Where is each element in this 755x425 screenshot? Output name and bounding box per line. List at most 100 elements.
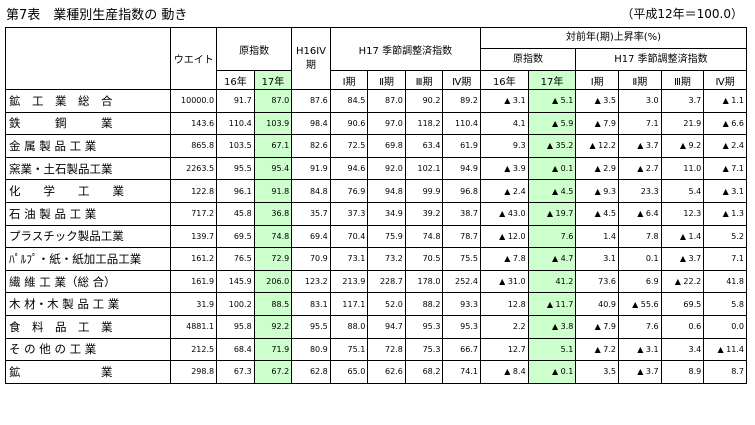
cell-h16iv: 80.9 [291, 337, 331, 362]
industry-name: 鉄 鋼 業 [4, 111, 172, 136]
cell-q2: 94.8 [367, 179, 406, 203]
cell-rq1: ▲ 7.2 [575, 337, 619, 362]
cell-y17: 88.5 [253, 292, 293, 316]
cell-r16: 12.8 [479, 292, 529, 316]
cell-q1: 117.1 [329, 292, 369, 316]
cell-rq2: 3.0 [617, 89, 662, 113]
cell-q4: 96.8 [442, 179, 481, 203]
cell-rq3: ▲ 9.2 [660, 134, 705, 158]
cell-rq1: 3.1 [575, 247, 619, 271]
cell-y17: 74.8 [253, 224, 293, 249]
header-weight: ウエイト [170, 27, 218, 90]
industry-name: 鉱 工 業 総 合 [4, 89, 172, 113]
cell-w: 10000.0 [170, 89, 218, 113]
cell-q4: 61.9 [442, 134, 481, 158]
table-row: 鉱 工 業 総 合 10000.0 91.7 87.0 87.6 84.5 87.0 90.2… [4, 89, 747, 113]
cell-rq2: 23.3 [617, 179, 662, 203]
cell-rq3: 21.9 [660, 111, 705, 136]
table-row: プラスチック製品工業 139.7 69.5 74.8 69.4 70.4 75.9 74.8 7… [4, 224, 747, 249]
industry-name: 窯業・土石製品工業 [4, 156, 172, 181]
cell-q1: 70.4 [329, 224, 369, 249]
cell-rq1: 73.6 [575, 269, 619, 294]
industry-name: ﾊﾟﾙﾌﾟ・紙・紙加工品工業 [4, 247, 172, 271]
table-row: 木 材・木 製 品 工 業 31.9 100.2 88.5 83.1 117.1 52.0 8… [4, 292, 747, 316]
cell-rq2: ▲ 3.7 [617, 360, 662, 384]
cell-w: 212.5 [170, 337, 218, 362]
cell-q3: 178.0 [404, 269, 444, 294]
cell-rq1: 40.9 [575, 292, 619, 316]
cell-rq4: ▲ 3.1 [703, 179, 747, 203]
table-row: 繊 維 工 業（総 合） 161.9 145.9 206.0 123.2 213.9 228… [4, 269, 747, 294]
table-row: 鉄 鋼 業 143.6 110.4 103.9 98.4 90.6 97.0 118.2 110… [4, 111, 747, 136]
cell-r17: 41.2 [527, 269, 577, 294]
cell-rq3: 69.5 [660, 292, 705, 316]
cell-rq2: 7.6 [617, 314, 662, 339]
cell-q3: 99.9 [404, 179, 444, 203]
cell-rq2: ▲ 3.7 [617, 134, 662, 158]
cell-q4: 78.7 [442, 224, 481, 249]
cell-y16: 95.5 [216, 156, 255, 181]
cell-rq2: ▲ 2.7 [617, 156, 662, 181]
cell-w: 139.7 [170, 224, 218, 249]
industry-name: 化 学 工 業 [4, 179, 172, 203]
industry-name: 木 材・木 製 品 工 業 [4, 292, 172, 316]
industry-name: 食 料 品 工 業 [4, 314, 172, 339]
cell-y17: 103.9 [253, 111, 293, 136]
header-y16: 16年 [216, 70, 255, 90]
cell-r16: 12.7 [479, 337, 529, 362]
cell-q1: 90.6 [329, 111, 369, 136]
header-taizennen-label: 対前年(期)上昇率(%) [481, 29, 746, 49]
cell-q4: 74.1 [442, 360, 481, 384]
cell-rq3: ▲ 3.7 [660, 247, 705, 271]
cell-r16: ▲ 31.0 [479, 269, 529, 294]
cell-q4: 110.4 [442, 111, 481, 136]
header-y17: 17年 [253, 70, 293, 90]
cell-q4: 66.7 [442, 337, 481, 362]
table-row: 窯業・土石製品工業 2263.5 95.5 95.4 91.9 94.6 92.0 102.1… [4, 156, 747, 181]
cell-rq1: ▲ 2.9 [575, 156, 619, 181]
cell-w: 717.2 [170, 201, 218, 226]
cell-r16: 2.2 [479, 314, 529, 339]
cell-y16: 110.4 [216, 111, 255, 136]
table-title: 第7表 業種別生産指数の 動き [6, 8, 188, 23]
cell-q4: 75.5 [442, 247, 481, 271]
cell-r17: ▲ 5.9 [527, 111, 577, 136]
cell-q2: 52.0 [367, 292, 406, 316]
header-q1: Ⅰ期 [329, 70, 369, 90]
cell-q1: 73.1 [329, 247, 369, 271]
cell-y16: 45.8 [216, 201, 255, 226]
cell-y16: 103.5 [216, 134, 255, 158]
cell-rq1: 3.5 [575, 360, 619, 384]
cell-h16iv: 69.4 [291, 224, 331, 249]
header-q3: Ⅲ期 [404, 70, 444, 90]
cell-y17: 95.4 [253, 156, 293, 181]
cell-rq1: ▲ 7.9 [575, 111, 619, 136]
cell-q3: 90.2 [404, 89, 444, 113]
cell-q1: 76.9 [329, 179, 369, 203]
cell-w: 31.9 [170, 292, 218, 316]
header-y17b: 17年 [527, 70, 577, 90]
cell-y17: 67.1 [253, 134, 293, 158]
cell-q2: 92.0 [367, 156, 406, 181]
cell-q3: 88.2 [404, 292, 444, 316]
cell-y17: 71.9 [253, 337, 293, 362]
cell-rq4: ▲ 11.4 [703, 337, 747, 362]
cell-q4: 38.7 [442, 201, 481, 226]
cell-rq4: 5.8 [703, 292, 747, 316]
cell-q1: 213.9 [329, 269, 369, 294]
cell-q4: 94.9 [442, 156, 481, 181]
cell-r17: ▲ 3.8 [527, 314, 577, 339]
table-row: 金 属 製 品 工 業 865.8 103.5 67.1 82.6 72.5 69.8 63.… [4, 134, 747, 158]
cell-h16iv: 98.4 [291, 111, 331, 136]
cell-rq1: ▲ 7.9 [575, 314, 619, 339]
cell-h16iv: 95.5 [291, 314, 331, 339]
cell-rq3: 0.6 [660, 314, 705, 339]
cell-w: 143.6 [170, 111, 218, 136]
cell-q3: 75.3 [404, 337, 444, 362]
cell-q1: 88.0 [329, 314, 369, 339]
cell-r16: ▲ 2.4 [479, 179, 529, 203]
header-kisetsu-2: H17 季節調整済指数 [614, 54, 708, 65]
cell-q3: 95.3 [404, 314, 444, 339]
industry-name: そ の 他 の 工 業 [4, 337, 172, 362]
header-gen-shisu-2: 原指数 [481, 49, 576, 70]
